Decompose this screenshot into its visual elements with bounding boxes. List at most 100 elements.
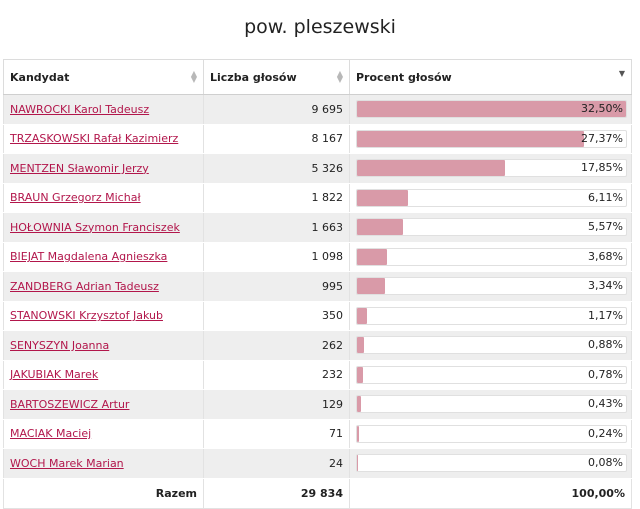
- votes-cell: 262: [203, 330, 350, 361]
- percent-bar-track: 0,88%: [356, 336, 627, 355]
- percent-bar: [357, 337, 365, 354]
- percent-label: 0,88%: [588, 338, 623, 352]
- column-header-votes[interactable]: Liczba głosów ▲ ▼: [203, 59, 350, 95]
- votes-cell: 8 167: [203, 124, 350, 154]
- votes-cell: 1 822: [203, 183, 350, 213]
- table-row: WOCH Marek Marian 24 0,08%: [3, 448, 632, 479]
- percent-bar: [357, 248, 388, 265]
- total-label: Razem: [3, 477, 204, 509]
- percent-bar: [357, 455, 358, 472]
- sort-desc-icon[interactable]: ▼: [618, 69, 625, 78]
- candidate-link[interactable]: TRZASKOWSKI Rafał Kazimierz: [10, 132, 179, 146]
- candidate-cell: MENTZEN Sławomir Jerzy: [3, 153, 204, 184]
- percent-label: 27,37%: [581, 131, 623, 145]
- percent-label: 5,57%: [588, 220, 623, 234]
- candidate-link[interactable]: BRAUN Grzegorz Michał: [10, 191, 141, 205]
- percent-bar-track: 27,37%: [356, 129, 627, 148]
- table-row: HOŁOWNIA Szymon Franciszek 1 663 5,57%: [3, 212, 632, 243]
- votes-cell: 1 098: [203, 242, 350, 272]
- table-row: BARTOSZEWICZ Artur 129 0,43%: [3, 389, 632, 420]
- percent-cell: 0,43%: [349, 389, 632, 420]
- candidate-cell: BARTOSZEWICZ Artur: [3, 389, 204, 420]
- table-row: STANOWSKI Krzysztof Jakub 350 1,17%: [3, 301, 632, 331]
- percent-cell: 0,24%: [349, 419, 632, 449]
- percent-bar-track: 5,57%: [356, 218, 627, 237]
- percent-bar: [357, 101, 626, 118]
- percent-label: 17,85%: [581, 161, 623, 175]
- candidate-cell: MACIAK Maciej: [3, 419, 204, 449]
- table-row: JAKUBIAK Marek 232 0,78%: [3, 360, 632, 390]
- candidate-link[interactable]: NAWROCKI Karol Tadeusz: [10, 102, 150, 116]
- candidate-link[interactable]: ZANDBERG Adrian Tadeusz: [10, 279, 159, 293]
- percent-label: 3,68%: [588, 249, 623, 263]
- candidate-cell: SENYSZYN Joanna: [3, 330, 204, 361]
- page-title: pow. pleszewski: [244, 16, 396, 38]
- candidate-cell: ZANDBERG Adrian Tadeusz: [3, 271, 204, 302]
- table-row: TRZASKOWSKI Rafał Kazimierz 8 167 27,37%: [3, 124, 632, 154]
- votes-cell: 995: [203, 271, 350, 302]
- total-percent: 100,00%: [349, 477, 632, 509]
- percent-bar: [357, 160, 505, 177]
- percent-cell: 0,78%: [349, 360, 632, 390]
- percent-label: 3,34%: [588, 279, 623, 293]
- percent-bar-track: 1,17%: [356, 306, 627, 325]
- candidate-link[interactable]: SENYSZYN Joanna: [10, 338, 110, 352]
- candidate-link[interactable]: BIEJAT Magdalena Agnieszka: [10, 250, 168, 264]
- percent-cell: 5,57%: [349, 212, 632, 243]
- votes-cell: 232: [203, 360, 350, 390]
- candidate-link[interactable]: MENTZEN Sławomir Jerzy: [10, 161, 149, 175]
- percent-label: 0,08%: [588, 456, 623, 470]
- percent-cell: 0,88%: [349, 330, 632, 361]
- percent-bar-track: 6,11%: [356, 188, 627, 207]
- candidate-cell: JAKUBIAK Marek: [3, 360, 204, 390]
- candidate-cell: BIEJAT Magdalena Agnieszka: [3, 242, 204, 272]
- candidate-cell: WOCH Marek Marian: [3, 448, 204, 479]
- percent-bar: [357, 278, 385, 295]
- votes-cell: 9 695: [203, 94, 350, 125]
- percent-label: 32,50%: [581, 102, 623, 116]
- percent-bar-track: 32,50%: [356, 100, 627, 119]
- votes-cell: 5 326: [203, 153, 350, 184]
- candidate-link[interactable]: MACIAK Maciej: [10, 427, 92, 441]
- candidate-cell: TRZASKOWSKI Rafał Kazimierz: [3, 124, 204, 154]
- candidate-cell: STANOWSKI Krzysztof Jakub: [3, 301, 204, 331]
- votes-cell: 1 663: [203, 212, 350, 243]
- table-row: SENYSZYN Joanna 262 0,88%: [3, 330, 632, 361]
- table-row: ZANDBERG Adrian Tadeusz 995 3,34%: [3, 271, 632, 302]
- candidate-link[interactable]: JAKUBIAK Marek: [10, 368, 99, 382]
- percent-bar-track: 0,78%: [356, 365, 627, 384]
- candidate-link[interactable]: WOCH Marek Marian: [10, 456, 124, 470]
- percent-label: 6,11%: [588, 190, 623, 204]
- percent-bar: [357, 189, 408, 206]
- column-header-label: Procent głosów: [356, 70, 452, 84]
- candidate-cell: BRAUN Grzegorz Michał: [3, 183, 204, 213]
- candidate-link[interactable]: STANOWSKI Krzysztof Jakub: [10, 309, 163, 323]
- percent-bar-track: 3,68%: [356, 247, 627, 266]
- percent-cell: 3,68%: [349, 242, 632, 272]
- candidate-link[interactable]: BARTOSZEWICZ Artur: [10, 397, 130, 411]
- sort-icon[interactable]: ▲ ▼: [190, 69, 197, 84]
- percent-label: 0,24%: [588, 426, 623, 440]
- percent-bar: [357, 307, 367, 324]
- column-header-candidate[interactable]: Kandydat ▲ ▼: [3, 59, 204, 95]
- percent-bar: [357, 130, 584, 147]
- percent-bar-track: 0,24%: [356, 424, 627, 443]
- sort-icon[interactable]: ▲ ▼: [336, 69, 343, 84]
- votes-cell: 24: [203, 448, 350, 479]
- percent-bar-track: 3,34%: [356, 277, 627, 296]
- candidate-cell: NAWROCKI Karol Tadeusz: [3, 94, 204, 125]
- table-row: BIEJAT Magdalena Agnieszka 1 098 3,68%: [3, 242, 632, 272]
- percent-cell: 17,85%: [349, 153, 632, 184]
- percent-label: 0,78%: [588, 367, 623, 381]
- candidate-link[interactable]: HOŁOWNIA Szymon Franciszek: [10, 220, 180, 234]
- percent-cell: 0,08%: [349, 448, 632, 479]
- percent-bar: [357, 366, 364, 383]
- votes-cell: 350: [203, 301, 350, 331]
- percent-bar-track: 0,43%: [356, 395, 627, 414]
- table-row: MENTZEN Sławomir Jerzy 5 326 17,85%: [3, 153, 632, 184]
- percent-cell: 27,37%: [349, 124, 632, 154]
- column-header-percent[interactable]: Procent głosów ▼: [349, 59, 632, 95]
- percent-cell: 3,34%: [349, 271, 632, 302]
- table-row: MACIAK Maciej 71 0,24%: [3, 419, 632, 449]
- table-row: NAWROCKI Karol Tadeusz 9 695 32,50%: [3, 94, 632, 125]
